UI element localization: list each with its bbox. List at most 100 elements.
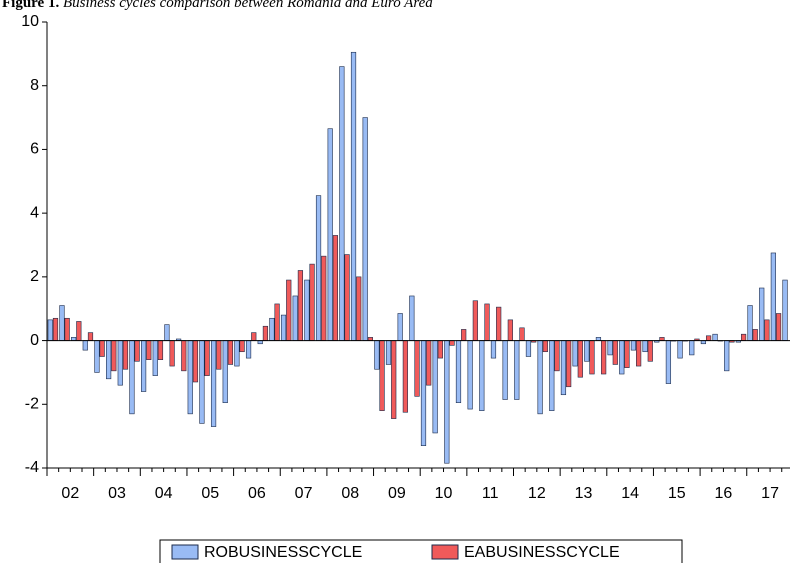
bar bbox=[339, 66, 345, 341]
bar bbox=[286, 279, 292, 341]
bar bbox=[584, 340, 590, 362]
bar bbox=[391, 340, 397, 419]
bar bbox=[507, 319, 513, 341]
bar bbox=[444, 340, 450, 464]
bar bbox=[677, 340, 683, 359]
bar bbox=[274, 303, 280, 341]
y-tick-label: -4 bbox=[25, 459, 39, 476]
x-tick-label: 04 bbox=[155, 485, 173, 502]
bar bbox=[315, 195, 322, 341]
bar bbox=[210, 340, 217, 427]
y-tick-label: 4 bbox=[30, 204, 39, 221]
bar bbox=[426, 340, 432, 386]
bar bbox=[379, 340, 385, 411]
bar bbox=[280, 314, 287, 341]
bar bbox=[157, 340, 164, 360]
x-tick-label: 09 bbox=[388, 485, 406, 502]
bar bbox=[245, 340, 252, 359]
bar bbox=[705, 335, 712, 341]
bar bbox=[409, 295, 415, 341]
bar bbox=[525, 340, 532, 357]
bar bbox=[589, 340, 595, 375]
x-tick-label: 11 bbox=[482, 485, 499, 502]
bar bbox=[630, 340, 637, 351]
bar bbox=[94, 340, 100, 373]
bar bbox=[87, 332, 94, 341]
bar bbox=[455, 340, 462, 403]
y-tick-label: 0 bbox=[30, 332, 39, 349]
x-tick-label: 02 bbox=[61, 485, 79, 502]
bar bbox=[99, 340, 105, 357]
bar bbox=[146, 340, 152, 360]
legend-label: EABUSINESSCYCLE bbox=[464, 544, 620, 561]
bar bbox=[82, 340, 88, 351]
bar bbox=[227, 340, 234, 365]
bar bbox=[251, 332, 257, 341]
bar bbox=[467, 340, 473, 410]
bar bbox=[106, 340, 112, 380]
bar bbox=[344, 254, 350, 341]
bar bbox=[234, 340, 240, 367]
title-text: Business cycles comparison between Roman… bbox=[63, 0, 433, 11]
bar bbox=[747, 305, 753, 341]
x-tick-label: 06 bbox=[248, 485, 266, 502]
bar bbox=[362, 117, 368, 341]
bar bbox=[554, 340, 560, 372]
bar bbox=[607, 340, 613, 356]
x-tick-label: 08 bbox=[341, 485, 359, 502]
bar bbox=[414, 340, 420, 397]
bar bbox=[502, 340, 508, 400]
bar bbox=[636, 340, 642, 367]
bar bbox=[76, 321, 82, 341]
bar bbox=[752, 329, 758, 341]
bar bbox=[479, 340, 485, 411]
bar bbox=[216, 340, 222, 370]
bar bbox=[449, 340, 455, 346]
legend-box bbox=[159, 539, 683, 563]
y-tick-label: 8 bbox=[30, 77, 39, 94]
bar bbox=[549, 340, 555, 411]
bar bbox=[612, 340, 618, 365]
x-tick-label: 03 bbox=[108, 485, 126, 502]
bar bbox=[181, 340, 187, 372]
y-tick-label: -2 bbox=[25, 396, 39, 413]
bar bbox=[321, 255, 327, 341]
bar bbox=[239, 340, 245, 353]
bar bbox=[332, 235, 339, 341]
x-tick-label: 12 bbox=[528, 485, 546, 502]
bar bbox=[192, 340, 199, 383]
bar bbox=[461, 329, 467, 341]
bar bbox=[222, 340, 228, 403]
bar bbox=[141, 340, 147, 392]
bar bbox=[350, 51, 357, 341]
bar bbox=[117, 340, 123, 386]
bar bbox=[47, 319, 53, 341]
bar bbox=[740, 333, 747, 341]
bar bbox=[647, 340, 653, 362]
bar bbox=[619, 340, 625, 375]
bar bbox=[712, 333, 718, 341]
bar bbox=[262, 325, 269, 341]
x-tick-label: 10 bbox=[435, 485, 453, 502]
title-label: Figure 1. bbox=[2, 0, 59, 11]
bar bbox=[577, 340, 583, 378]
bar bbox=[129, 340, 135, 415]
bar bbox=[269, 317, 275, 341]
bar bbox=[52, 317, 59, 341]
bar bbox=[304, 279, 310, 341]
bar bbox=[199, 340, 205, 424]
bar bbox=[572, 340, 578, 367]
bar bbox=[542, 340, 548, 353]
bar bbox=[292, 295, 298, 341]
bar bbox=[484, 303, 490, 341]
bar bbox=[665, 340, 672, 384]
bar bbox=[782, 279, 788, 341]
y-tick-label: 6 bbox=[30, 141, 39, 158]
bar bbox=[164, 324, 170, 341]
bar bbox=[420, 340, 427, 447]
bar bbox=[297, 270, 304, 341]
x-tick-label: 15 bbox=[668, 485, 686, 502]
bar bbox=[496, 306, 502, 341]
bar bbox=[601, 340, 607, 375]
